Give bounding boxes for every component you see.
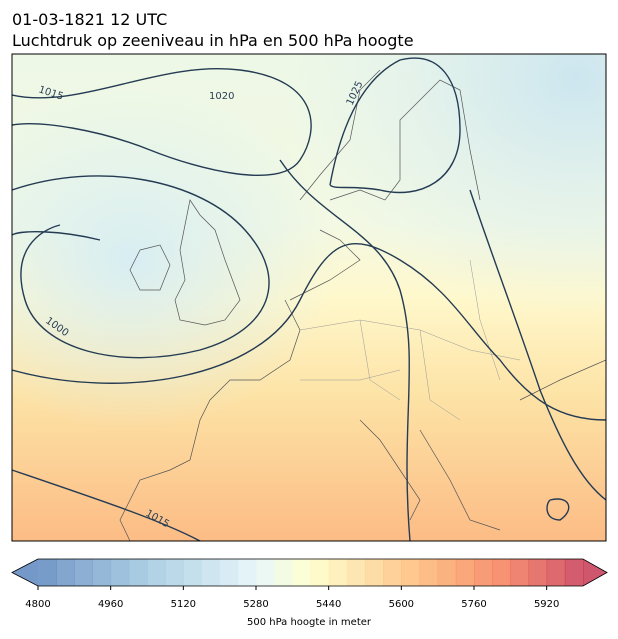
colorbar-outline [11, 558, 608, 587]
colorbar-segment [383, 559, 402, 586]
colorbar-segment [292, 559, 311, 586]
colorbar-segment [110, 559, 130, 586]
tick-label: 5280 [243, 599, 268, 610]
colorbar-segment [201, 559, 221, 586]
colorbar-segment [346, 559, 366, 586]
colorbar-segment [419, 559, 439, 586]
tick-label: 5600 [389, 599, 414, 610]
colorbar-segment [237, 559, 257, 586]
colorbar-label: 500 hPa hoogte in meter [247, 617, 372, 628]
colorbar-segment [528, 559, 548, 586]
colorbar-segment [564, 559, 584, 586]
tick-label: 5760 [461, 599, 486, 610]
colorbar-segment [38, 559, 57, 586]
colorbar-segment [183, 559, 202, 586]
tick-label: 5440 [316, 599, 341, 610]
tick-label: 4800 [25, 599, 50, 610]
tick-label: 5120 [171, 599, 196, 610]
colorbar-segment [147, 559, 166, 586]
colorbar-segment [274, 559, 293, 586]
colorbar-extend [12, 559, 38, 586]
tick-label: 4960 [98, 599, 123, 610]
map: 1015 1020 1025 1000 1015 [12, 54, 606, 541]
tick-label: 5920 [534, 599, 559, 610]
map-frame [11, 53, 607, 542]
colorbar-extend [583, 559, 607, 586]
colorbar-segment [128, 559, 148, 586]
colorbar-segment [474, 559, 493, 586]
colorbar-segment [74, 559, 93, 586]
title: 01-03-1821 12 UTC [12, 10, 167, 29]
subtitle: Luchtdruk op zeeniveau in hPa en 500 hPa… [12, 31, 414, 50]
colorbar-segment [56, 559, 75, 586]
colorbar-segment [328, 559, 348, 586]
colorbar-segment [401, 559, 420, 586]
colorbar-segment [92, 559, 112, 586]
colorbar-segment [510, 559, 529, 586]
colorbar-segment [546, 559, 566, 586]
colorbar-segment [256, 559, 275, 586]
contour-label: 1020 [209, 91, 234, 102]
colorbar-segment [219, 559, 239, 586]
colorbar-segment [165, 559, 184, 586]
colorbar: 4800 4960 5120 5280 5440 5600 5760 5920 [11, 558, 608, 610]
colorbar-segment [437, 559, 457, 586]
colorbar-segment [492, 559, 511, 586]
colorbar-segment [365, 559, 384, 586]
colorbar-segment [455, 559, 475, 586]
colorbar-segment [310, 559, 330, 586]
